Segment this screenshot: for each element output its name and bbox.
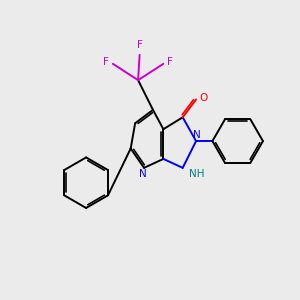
Text: O: O — [200, 93, 208, 103]
Text: N: N — [193, 130, 200, 140]
Text: F: F — [167, 57, 173, 67]
Text: N: N — [139, 169, 146, 179]
Text: F: F — [103, 57, 109, 67]
Text: NH: NH — [189, 169, 205, 179]
Text: F: F — [137, 40, 142, 50]
